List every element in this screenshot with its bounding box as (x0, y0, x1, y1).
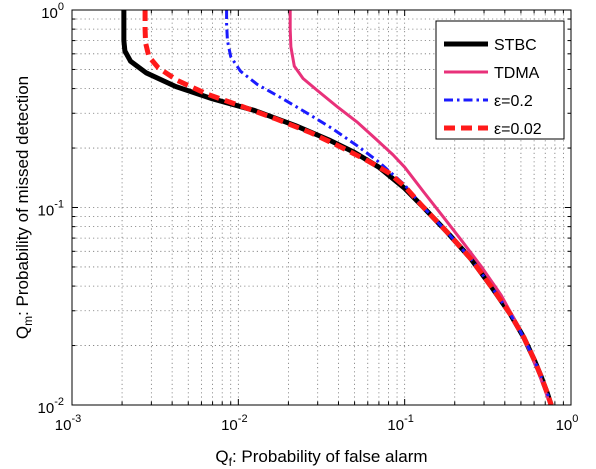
y-tick-label: 100 (41, 1, 64, 22)
legend-label-2: ε=0.2 (494, 93, 533, 110)
legend: STBC TDMA ε=0.2 ε=0.02 (435, 20, 565, 140)
y-tick-label: 10-1 (38, 199, 64, 220)
x-tick-label: 10-3 (55, 413, 81, 434)
legend-label-3: ε=0.02 (494, 121, 542, 138)
series-layer (121, 10, 554, 405)
y-axis-label: Qm: Probability of missed detection (13, 76, 35, 339)
series-line-3 (142, 10, 554, 405)
x-tick-label: 10-1 (387, 413, 413, 434)
legend-box (435, 20, 565, 140)
series-line-2 (225, 10, 553, 405)
x-tick-label: 100 (556, 413, 579, 434)
legend-label-0: STBC (494, 37, 537, 54)
legend-label-1: TDMA (494, 65, 540, 82)
y-tick-label: 10-2 (38, 396, 64, 417)
x-tick-label: 10-2 (221, 413, 247, 434)
x-axis-label: Qf: Probability of false alarm (215, 447, 427, 469)
